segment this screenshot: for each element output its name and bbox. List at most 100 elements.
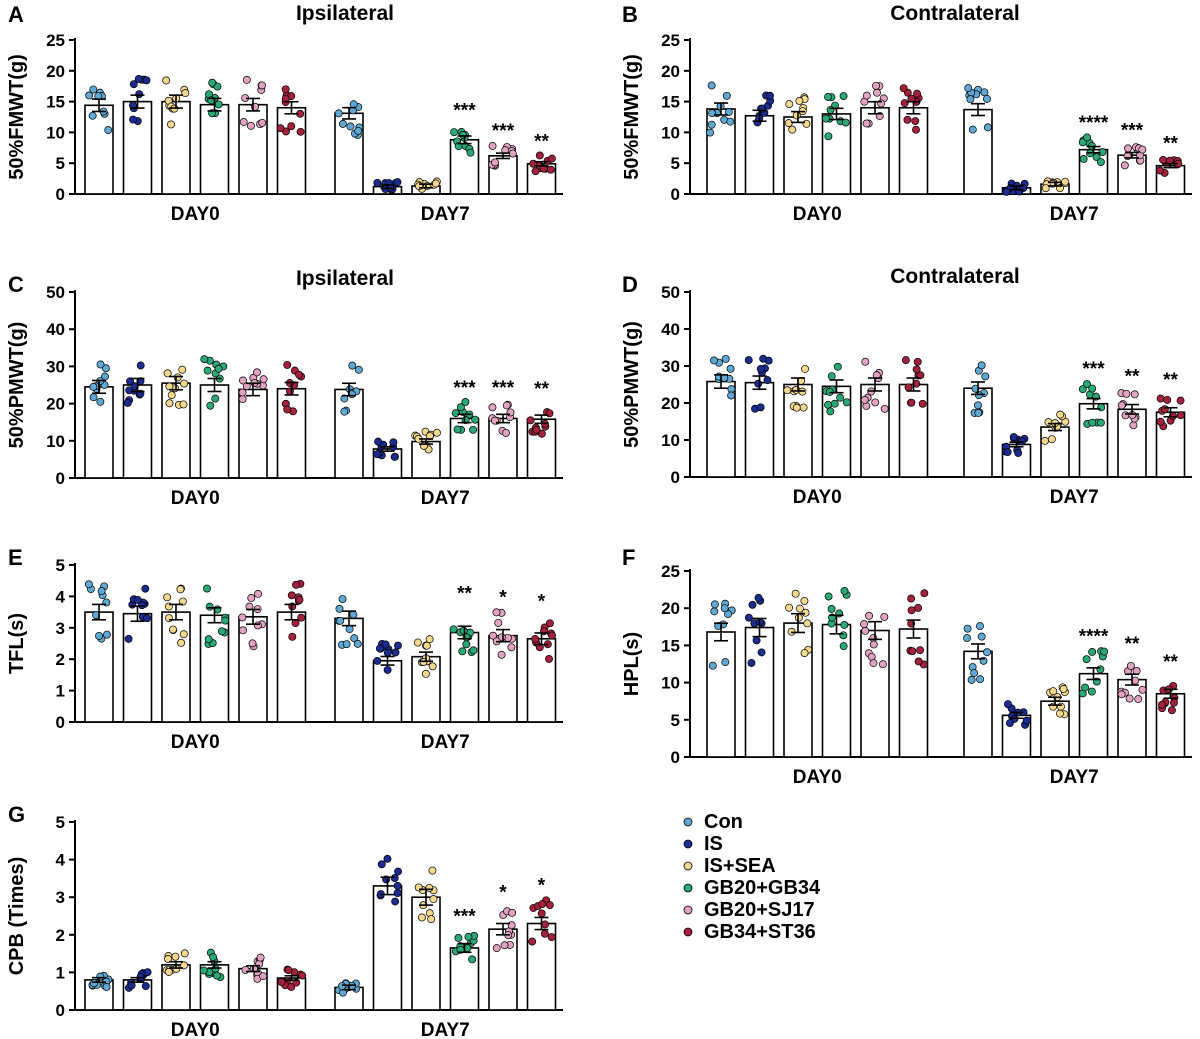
data-point xyxy=(165,399,174,408)
data-point xyxy=(744,613,753,622)
data-point xyxy=(1096,158,1105,166)
data-point xyxy=(1088,384,1097,393)
data-point xyxy=(871,398,880,407)
data-point xyxy=(900,99,909,107)
data-point xyxy=(1009,433,1018,441)
data-point xyxy=(217,627,226,636)
data-point xyxy=(454,934,463,942)
significance-label: *** xyxy=(1082,359,1105,380)
data-point xyxy=(253,368,261,377)
data-point xyxy=(1055,709,1064,718)
data-point xyxy=(256,953,265,962)
panel-D: D Contralateral 50%PMWT(g) 0 10 20 30 40 50 DAY0 *… xyxy=(621,265,1192,508)
y-tick-label: 10 xyxy=(46,432,65,451)
panel-letter: B xyxy=(622,2,638,27)
data-point xyxy=(284,966,293,975)
data-point xyxy=(824,400,833,409)
data-point xyxy=(214,364,223,373)
data-point xyxy=(1047,435,1056,444)
legend-marker xyxy=(683,817,693,827)
legend-marker xyxy=(683,861,693,871)
data-point xyxy=(918,399,927,408)
data-point xyxy=(253,621,262,630)
data-point xyxy=(464,932,473,941)
data-point xyxy=(259,972,268,981)
y-tick-label: 40 xyxy=(661,320,680,339)
data-point xyxy=(976,675,985,684)
data-point xyxy=(102,630,111,639)
x-category-label: DAY0 xyxy=(171,732,220,753)
data-point xyxy=(914,657,923,666)
data-point xyxy=(726,364,735,373)
bar xyxy=(372,885,403,1011)
data-point xyxy=(126,377,135,386)
data-point xyxy=(393,889,402,897)
y-tick-label: 5 xyxy=(671,154,680,173)
data-point xyxy=(129,101,137,110)
data-point xyxy=(913,89,921,98)
data-point xyxy=(497,650,506,659)
data-point xyxy=(134,75,143,83)
bar xyxy=(122,100,153,195)
data-point xyxy=(1126,661,1135,670)
data-point xyxy=(901,356,910,365)
data-point xyxy=(862,91,871,100)
y-tick-label: 0 xyxy=(56,185,65,204)
data-point xyxy=(914,604,923,612)
data-point xyxy=(907,606,916,615)
data-point xyxy=(200,355,209,364)
panel-letter: E xyxy=(8,545,23,570)
data-point xyxy=(1005,719,1014,728)
data-point xyxy=(162,76,171,85)
data-point xyxy=(1083,133,1091,142)
y-tick-label: 0 xyxy=(56,1001,65,1020)
data-point xyxy=(502,428,510,437)
bar xyxy=(783,383,813,478)
data-point xyxy=(791,589,800,598)
data-point xyxy=(899,84,908,93)
data-point xyxy=(342,640,351,649)
data-point xyxy=(508,908,517,917)
data-point xyxy=(1059,685,1068,693)
data-point xyxy=(964,84,973,93)
data-point xyxy=(338,119,347,128)
data-point xyxy=(489,631,497,640)
bar xyxy=(276,611,307,723)
data-point xyxy=(421,669,430,678)
significance-label: ** xyxy=(457,583,472,604)
data-point xyxy=(287,122,296,131)
data-point xyxy=(373,179,382,187)
data-point xyxy=(238,395,247,403)
data-point xyxy=(1014,449,1023,457)
panel-letter: C xyxy=(8,272,24,297)
data-point xyxy=(209,953,218,962)
legend-label: GB20+GB34 xyxy=(704,877,821,899)
data-point xyxy=(129,80,138,89)
data-point xyxy=(104,126,113,135)
significance-label: **** xyxy=(1079,113,1109,134)
data-point xyxy=(1176,396,1185,405)
data-point xyxy=(277,978,286,987)
legend-marker xyxy=(683,927,693,937)
data-point xyxy=(89,382,98,391)
data-point xyxy=(802,119,811,128)
y-tick-label: 2 xyxy=(56,926,65,945)
data-point xyxy=(724,610,733,619)
x-category-label: DAY7 xyxy=(421,488,470,509)
y-tick-label: 20 xyxy=(661,394,680,413)
data-point xyxy=(492,608,501,617)
legend-marker xyxy=(683,883,693,893)
data-point xyxy=(180,949,189,958)
data-point xyxy=(722,91,731,100)
data-point xyxy=(254,589,263,598)
data-point xyxy=(373,656,382,665)
data-point xyxy=(1125,694,1134,703)
data-point xyxy=(286,387,294,396)
data-point xyxy=(800,596,809,605)
data-point xyxy=(865,611,874,620)
data-point xyxy=(492,944,501,953)
data-point xyxy=(373,450,382,459)
data-point xyxy=(1158,700,1166,709)
data-point xyxy=(839,631,848,640)
